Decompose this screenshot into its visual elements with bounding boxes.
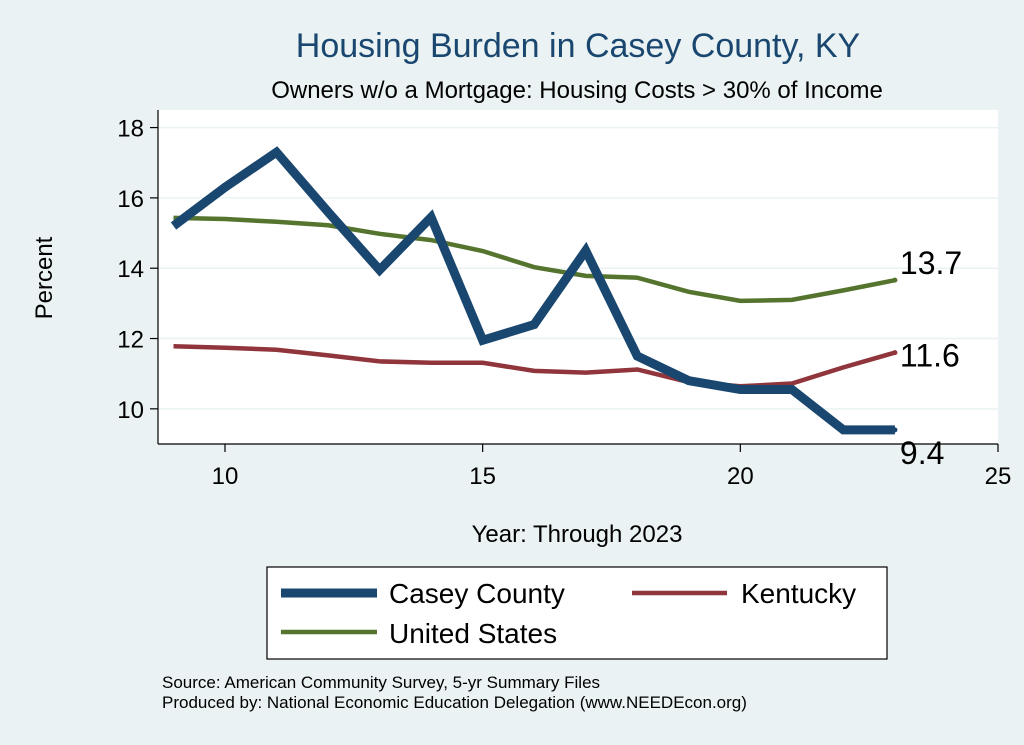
chart-title: Housing Burden in Casey County, KY: [296, 27, 860, 65]
series-end-point-united-states: [892, 277, 898, 283]
series-line-casey-county: [170, 146, 895, 435]
chart-subtitle: Owners w/o a Mortgage: Housing Costs > 3…: [271, 77, 883, 104]
end-label-united-states: 13.7: [900, 245, 962, 281]
series-end-point-kentucky: [892, 350, 898, 356]
legend-label-kentucky: Kentucky: [741, 578, 856, 609]
legend-box: [266, 566, 888, 660]
end-label-kentucky: 11.6: [900, 338, 960, 374]
y-tick-label-16: 16: [117, 186, 144, 213]
legend-label-united-states: United States: [389, 618, 557, 649]
legend: Casey County Kentucky United States: [266, 566, 888, 660]
axes: 10 12 14 16 18 10 15 20 25: [117, 110, 1011, 490]
series-lines: [170, 146, 898, 435]
series-line-kentucky: [173, 344, 896, 389]
plot-area: [158, 110, 998, 444]
series-end-point-casey-county: [892, 427, 898, 433]
x-axis-title: Year: Through 2023: [472, 521, 683, 548]
legend-label-casey-county: Casey County: [389, 578, 565, 609]
y-axis-title: Percent: [31, 236, 58, 319]
y-tick-label-18: 18: [117, 116, 144, 143]
y-tick-label-14: 14: [117, 256, 144, 283]
x-tick-label-10: 10: [212, 463, 239, 490]
x-tick-label-20: 20: [727, 463, 754, 490]
end-label-casey-county: 9.4: [900, 435, 944, 471]
series-line-united-states: [173, 215, 896, 304]
y-tick-label-10: 10: [117, 397, 144, 424]
y-tick-label-12: 12: [117, 327, 144, 354]
producer-note: Produced by: National Economic Education…: [162, 693, 747, 712]
source-note: Source: American Community Survey, 5-yr …: [162, 673, 600, 692]
x-tick-label-15: 15: [469, 463, 496, 490]
end-labels: 9.4 11.6 13.7: [900, 245, 962, 471]
x-tick-label-25: 25: [985, 463, 1012, 490]
